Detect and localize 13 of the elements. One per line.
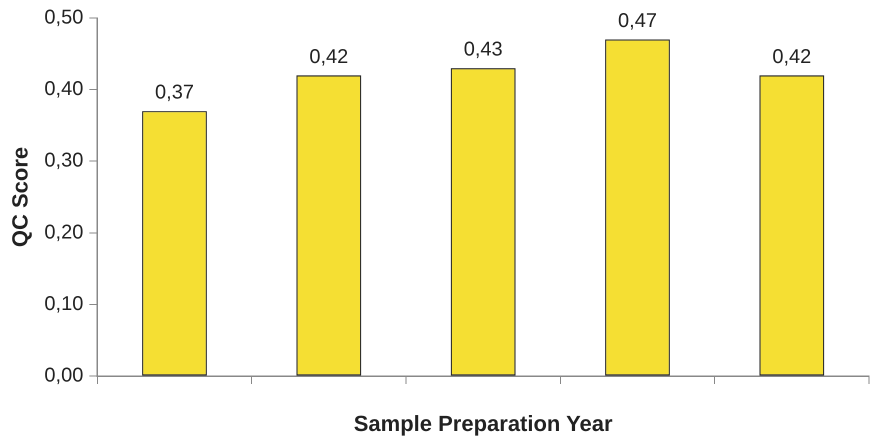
data-label: 0,43 bbox=[464, 38, 503, 61]
data-label: 0,37 bbox=[155, 82, 194, 104]
x-axis-title: Sample Preparation Year bbox=[354, 410, 614, 436]
y-tick-label: 0,40 bbox=[44, 78, 84, 100]
y-tick-label: 0,50 bbox=[44, 6, 84, 29]
y-tick-label: 0,00 bbox=[44, 364, 84, 387]
y-axis-title: QC Score bbox=[7, 146, 32, 248]
data-label: 0,42 bbox=[772, 46, 812, 68]
data-label: 0,42 bbox=[309, 46, 348, 68]
y-tick-label: 0,30 bbox=[44, 150, 84, 172]
y-tick-label: 0,10 bbox=[44, 292, 84, 315]
data-label: 0,47 bbox=[618, 10, 657, 32]
y-tick-label: 0,20 bbox=[44, 221, 84, 244]
